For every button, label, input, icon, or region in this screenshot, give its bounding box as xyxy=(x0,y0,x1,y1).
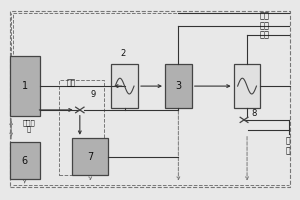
Text: 9: 9 xyxy=(90,90,95,99)
Bar xyxy=(72,138,108,175)
Text: 溢: 溢 xyxy=(286,146,291,155)
Text: 1: 1 xyxy=(22,81,28,91)
Bar xyxy=(10,56,40,116)
Text: 2: 2 xyxy=(121,49,126,58)
Text: 8: 8 xyxy=(251,109,257,118)
Text: 补给水: 补给水 xyxy=(23,120,35,126)
Text: 3: 3 xyxy=(175,81,182,91)
Text: 电力: 电力 xyxy=(260,11,270,20)
Text: 制热: 制热 xyxy=(260,30,270,39)
Text: 出: 出 xyxy=(27,125,31,132)
Bar xyxy=(165,64,192,108)
Text: 补: 补 xyxy=(286,136,291,145)
Bar xyxy=(10,142,40,179)
Text: 烟气: 烟气 xyxy=(66,79,76,88)
Bar xyxy=(234,64,260,108)
Text: 6: 6 xyxy=(22,156,28,166)
Text: 制冷: 制冷 xyxy=(260,21,270,30)
Text: 7: 7 xyxy=(87,152,93,162)
Bar xyxy=(111,64,138,108)
